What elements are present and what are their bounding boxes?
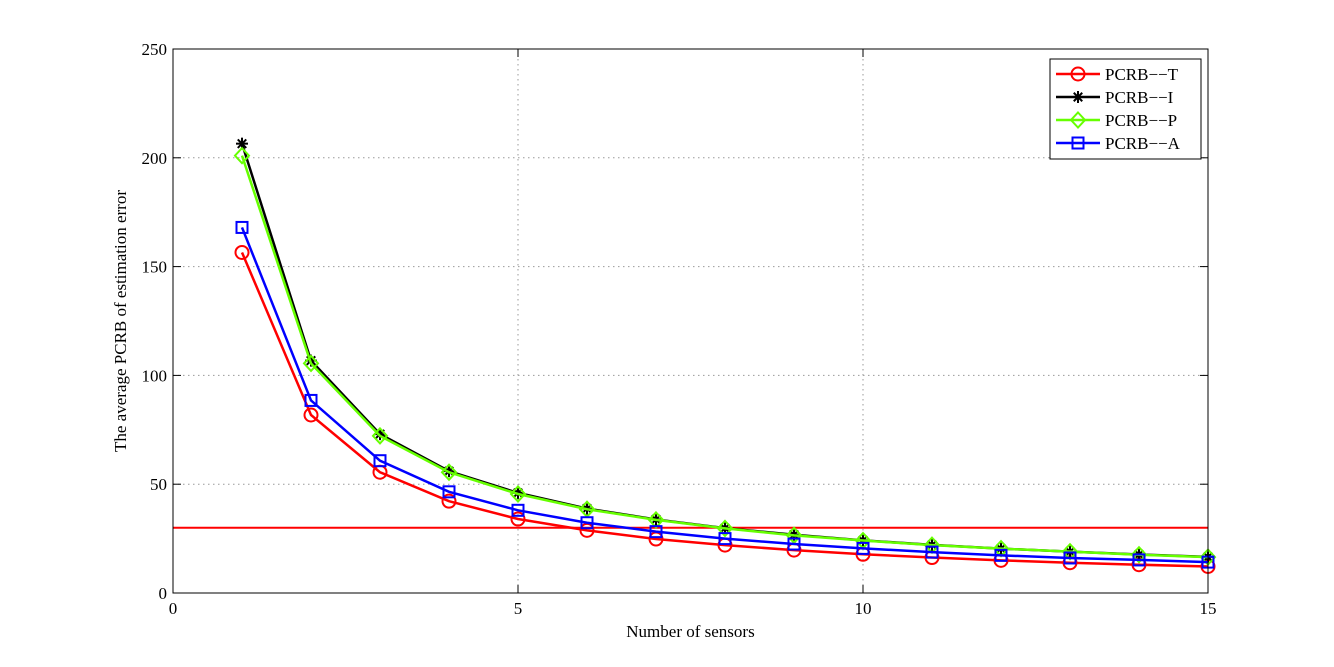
legend-label: PCRB−−P [1105,111,1177,130]
data-point-diamond [647,510,665,529]
data-point-circle [303,407,319,423]
legend-item: PCRB−−I [1056,88,1174,107]
data-point-square [787,537,801,551]
x-tick-label: 5 [514,599,523,618]
x-tick-label: 0 [169,599,178,618]
data-point-diamond [371,426,389,445]
data-point-diamond [716,519,734,538]
plot-area [173,49,1208,593]
legend-item: PCRB−−P [1056,111,1177,130]
y-tick-label: 50 [150,475,167,494]
data-point-square [994,548,1008,562]
data-point-square [442,485,456,499]
data-point-circle [441,493,457,509]
x-tick-label: 10 [855,599,872,618]
data-point-square [856,541,870,555]
data-point-square [1071,136,1085,150]
y-tick-label: 0 [159,584,168,603]
series-line [240,251,1209,568]
x-tick-label: 15 [1200,599,1217,618]
data-point-diamond [302,354,320,373]
data-point-circle [234,244,250,260]
data-point-circle [510,511,526,527]
data-point-square [1132,553,1146,567]
data-point-diamond [1130,545,1148,564]
data-point-square [649,525,663,539]
y-tick-label: 250 [142,40,168,59]
series-line [240,226,1209,564]
y-tick-label: 200 [142,149,168,168]
series-line [240,155,1209,559]
legend-item: PCRB−−A [1056,134,1181,153]
y-tick-label: 150 [142,258,168,277]
data-point-square [718,532,732,546]
plot-frame [172,48,1209,594]
legend-item: PCRB−−T [1056,65,1179,84]
data-point-square [373,454,387,468]
data-point-asterisk [1072,91,1084,103]
x-axis-title: Number of sensors [626,622,754,641]
y-axis-title: The average PCRB of estimation error [111,190,130,452]
data-point-circle [1070,66,1086,82]
data-point-diamond [440,463,458,482]
legend-label: PCRB−−T [1105,65,1179,84]
legend-label: PCRB−−I [1105,88,1174,107]
data-point-diamond [509,485,527,503]
data-point-square [511,503,525,517]
y-tick-label: 100 [142,366,168,385]
data-point-diamond [233,146,251,165]
legend: PCRB−−T PCRB−−I PCRB−−P PCRB−−A [1049,58,1202,160]
data-point-square [925,545,939,559]
legend-label: PCRB−−A [1105,134,1181,153]
data-point-diamond [1069,111,1087,129]
grid-lines [173,49,1208,593]
data-point-square [235,220,249,234]
data-point-square [304,393,318,407]
data-point-square [580,516,594,530]
data-point-square [1063,551,1077,565]
